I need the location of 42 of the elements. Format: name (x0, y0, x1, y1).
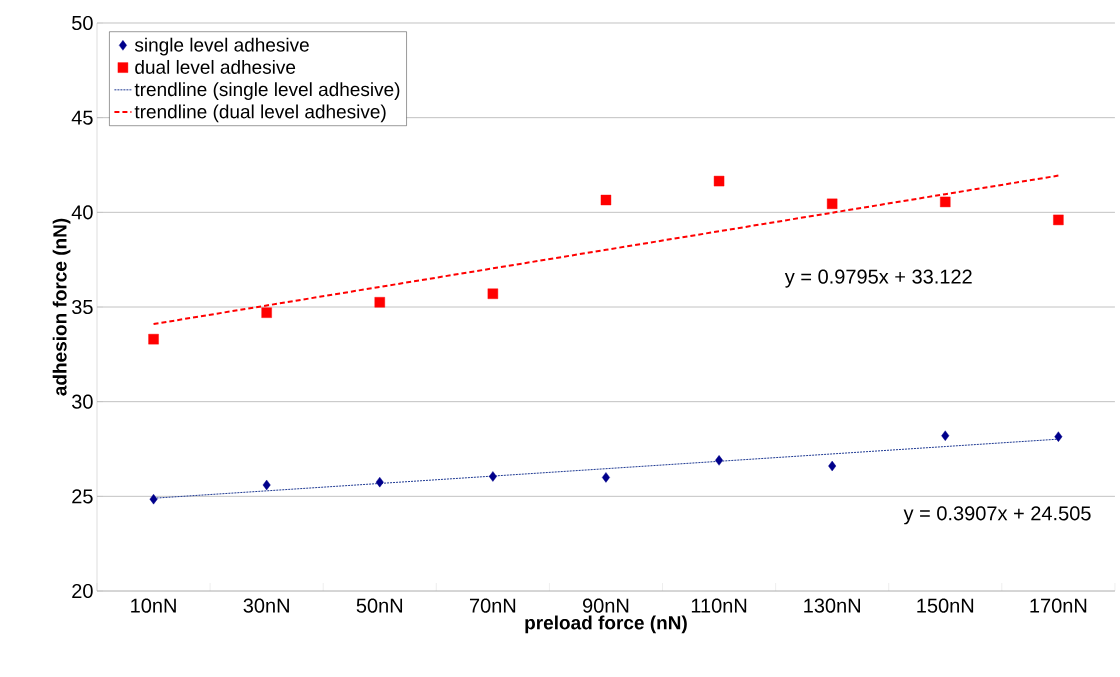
x-tick-label: 10nN (131, 598, 176, 613)
point (487, 288, 499, 299)
y-axis-title: adhesion force (nN) (52, 218, 71, 396)
x-tick-label: 110nN (691, 598, 747, 613)
point (374, 297, 385, 308)
point (261, 307, 272, 318)
point (826, 198, 838, 210)
y-tick-label: 35 (72, 299, 93, 315)
point (488, 471, 497, 482)
y-tick-label: 40 (71, 205, 93, 220)
x-tick-label: 170nN (1030, 598, 1087, 613)
y-tick-label: 25 (72, 489, 93, 504)
x-axis-title: preload force (nN) (525, 615, 687, 634)
legend-label: single level adhesive (134, 37, 309, 56)
point (600, 194, 612, 206)
x-tick-label: 130nN (804, 598, 860, 613)
point (1054, 431, 1063, 442)
point (1053, 214, 1064, 226)
point (375, 476, 384, 488)
x-tick-label: 150nN (917, 598, 974, 613)
point (148, 333, 159, 345)
point (715, 455, 724, 466)
x-tick-label: 90nN (582, 598, 629, 613)
y-tick-label: 30 (72, 394, 93, 409)
point (828, 460, 837, 472)
point (713, 175, 725, 187)
point (262, 479, 271, 491)
point (941, 430, 950, 441)
y-tick-label: 45 (71, 110, 93, 125)
annotation: y = 0.3907x + 24.505 (903, 506, 1091, 525)
point (149, 493, 158, 505)
x-tick-label: 30nN (243, 598, 289, 613)
point (602, 472, 610, 483)
annotation: y = 0.9795x + 33.122 (784, 269, 972, 288)
x-tick-label: 50nN (356, 598, 403, 613)
legend-label: trendline (dual level adhesive) (134, 104, 386, 123)
x-tick-label: 70nN (469, 598, 516, 613)
legend-label: dual level adhesive (135, 59, 296, 74)
y-tick-label: 50 (72, 15, 93, 31)
point (940, 196, 951, 208)
legend-label: trendline (single level adhesive) (134, 82, 400, 100)
y-tick-label: 20 (72, 583, 93, 599)
